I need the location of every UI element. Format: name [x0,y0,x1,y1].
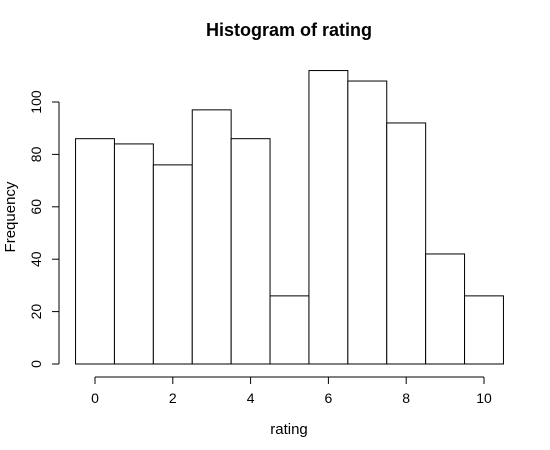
x-tick-label: 10 [476,390,492,406]
y-tick-label: 40 [28,251,44,267]
histogram-bar [425,253,466,365]
histogram-bar [191,109,232,365]
histogram-bar [152,164,193,365]
histogram-bar [347,80,388,365]
x-axis-label: rating [270,421,308,438]
bars-group [75,70,504,365]
histogram-bar [308,70,349,365]
histogram-bar [113,143,154,365]
x-tick-label: 4 [247,390,255,406]
y-tick-label: 60 [28,199,44,215]
x-tick-label: 8 [402,390,410,406]
histogram-bar [386,122,427,365]
histogram-bar [75,138,115,365]
x-tick-label: 0 [91,390,99,406]
x-tick-label: 6 [325,390,333,406]
histogram-bar [269,295,310,365]
chart-title: Histogram of rating [206,20,372,40]
y-tick-label: 0 [28,360,44,368]
y-tick-label: 20 [28,304,44,320]
y-tick-label: 80 [28,146,44,162]
histogram-bar [230,138,271,365]
x-tick-label: 2 [169,390,177,406]
histogram-bar [464,295,504,365]
x-axis: 0 2 4 6 8 10 [91,376,492,406]
y-axis: 0 20 40 60 80 100 [28,90,60,368]
y-axis-label: Frequency [2,181,19,252]
y-tick-label: 100 [28,90,44,114]
